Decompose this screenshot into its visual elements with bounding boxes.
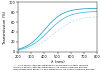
Y-axis label: Transmission (%): Transmission (%): [3, 10, 7, 44]
X-axis label: λ (nm): λ (nm): [51, 60, 64, 64]
Legend: 0.08 density aerogel obtained by hydrolysis in a basic medium, 0.08 density aero: 0.08 density aerogel obtained by hydroly…: [13, 64, 95, 70]
